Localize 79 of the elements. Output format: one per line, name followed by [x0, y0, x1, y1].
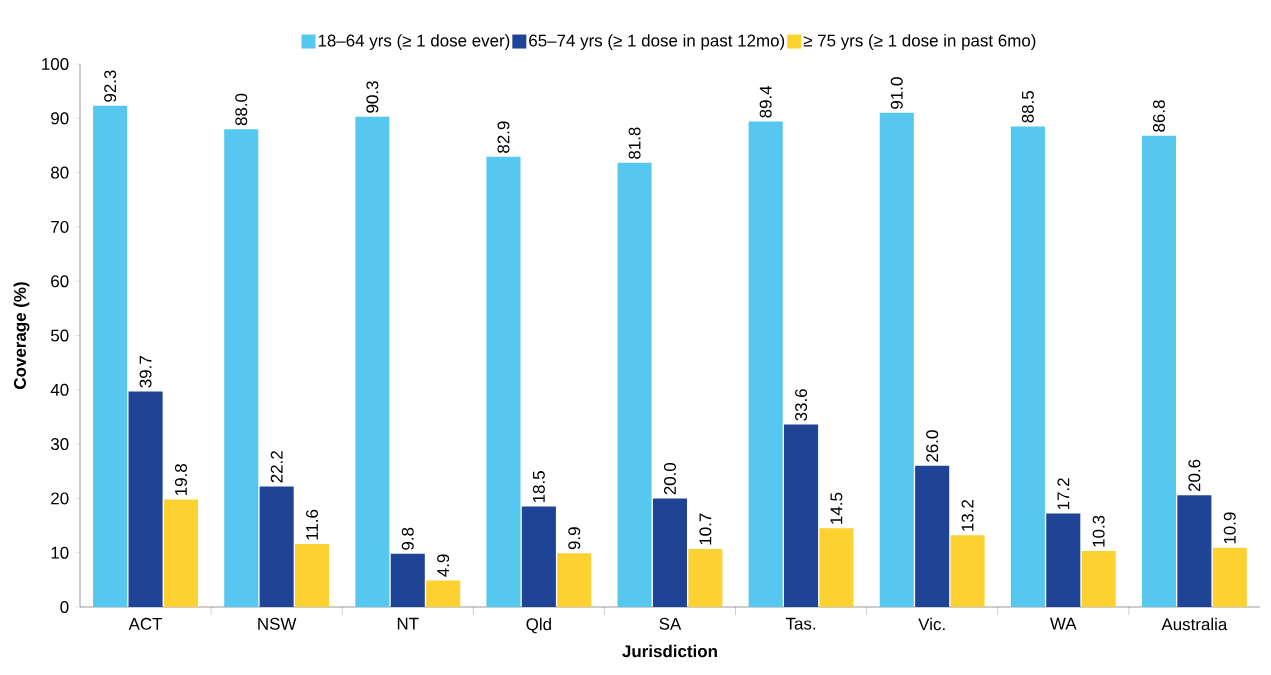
- bar: [1141, 135, 1177, 607]
- bar: [819, 528, 854, 607]
- data-label: 91.0: [890, 77, 903, 109]
- x-tick-label: Tas.: [785, 617, 816, 630]
- bar: [688, 548, 723, 607]
- bar: [950, 535, 985, 607]
- y-tick-label: 100: [42, 57, 69, 70]
- y-tick-label: 60: [51, 275, 69, 288]
- data-label: 10.7: [699, 513, 712, 545]
- data-label: 26.0: [926, 430, 939, 462]
- legend-label: ≥ 75 yrs (≥ 1 dose in past 6mo): [803, 34, 1036, 50]
- data-label: 9.9: [568, 527, 581, 550]
- y-tick-label: 0: [60, 601, 69, 613]
- data-label: 14.5: [830, 492, 843, 524]
- bar: [748, 121, 783, 607]
- data-label: 20.6: [1188, 459, 1201, 492]
- bar: [1177, 495, 1212, 607]
- legend-label: 18–64 yrs (≥ 1 dose ever): [318, 34, 510, 50]
- x-tick-label: NSW: [258, 617, 297, 630]
- bar: [879, 112, 914, 607]
- y-axis-title: Coverage (%): [13, 282, 30, 389]
- bar: [390, 553, 425, 607]
- data-label: 33.6: [795, 389, 808, 421]
- y-tick-label: 90: [51, 112, 69, 125]
- bar: [784, 424, 819, 607]
- y-tick-label: 20: [51, 492, 69, 505]
- bar: [1010, 126, 1045, 607]
- data-label: 13.2: [961, 500, 974, 531]
- legend-label: 65–74 yrs (≥ 1 dose in past 12mo): [529, 34, 785, 50]
- bar: [224, 129, 259, 607]
- bar: [1081, 551, 1116, 607]
- data-label: 81.8: [628, 127, 641, 159]
- data-label: 88.5: [1021, 90, 1034, 123]
- bar: [486, 156, 521, 607]
- y-tick-label: 10: [51, 546, 69, 559]
- bar: [128, 391, 163, 607]
- bar: [355, 116, 390, 607]
- y-tick-label: 40: [50, 383, 69, 396]
- data-label: 19.8: [174, 464, 187, 495]
- x-tick-label: NT: [397, 617, 419, 630]
- x-tick-label: Vic.: [918, 617, 945, 631]
- data-label: 4.9: [437, 554, 450, 577]
- data-label: 11.6: [306, 509, 319, 540]
- data-label: 92.3: [104, 70, 117, 102]
- data-label: 20.0: [663, 462, 676, 495]
- data-label: 9.8: [401, 527, 414, 550]
- data-label: 89.4: [759, 85, 772, 118]
- bar: [426, 580, 461, 607]
- data-label: 17.2: [1057, 478, 1070, 510]
- data-label: 86.8: [1152, 100, 1165, 132]
- y-tick-label: 50: [50, 329, 69, 342]
- x-axis-title: Jurisdiction: [622, 644, 717, 658]
- data-label: 90.3: [366, 81, 379, 113]
- data-label: 18.5: [532, 471, 545, 503]
- y-tick-label: 80: [51, 166, 69, 179]
- bar: [1212, 547, 1247, 607]
- bar: [915, 465, 950, 607]
- bar: [1046, 513, 1081, 607]
- bar: [295, 544, 330, 607]
- data-label: 39.7: [139, 356, 152, 388]
- x-tick-label: WA: [1050, 617, 1077, 630]
- x-tick-label: SA: [659, 617, 682, 630]
- y-tick-label: 30: [50, 438, 69, 451]
- x-tick-label: ACT: [128, 617, 163, 630]
- data-label: 82.9: [497, 121, 510, 153]
- bar: [557, 553, 592, 607]
- x-tick-label: Qld: [526, 617, 551, 634]
- data-label: 22.2: [270, 451, 283, 483]
- bar: [652, 498, 687, 607]
- data-label: 10.3: [1092, 515, 1105, 547]
- data-label: 88.0: [235, 93, 248, 126]
- x-tick-label: Australia: [1161, 617, 1228, 631]
- bar: [521, 506, 556, 607]
- bar: [259, 486, 294, 607]
- data-label: 10.9: [1223, 512, 1236, 544]
- bar: [163, 499, 198, 607]
- y-tick-label: 70: [51, 220, 69, 233]
- bar: [93, 105, 128, 607]
- bar: [617, 162, 652, 607]
